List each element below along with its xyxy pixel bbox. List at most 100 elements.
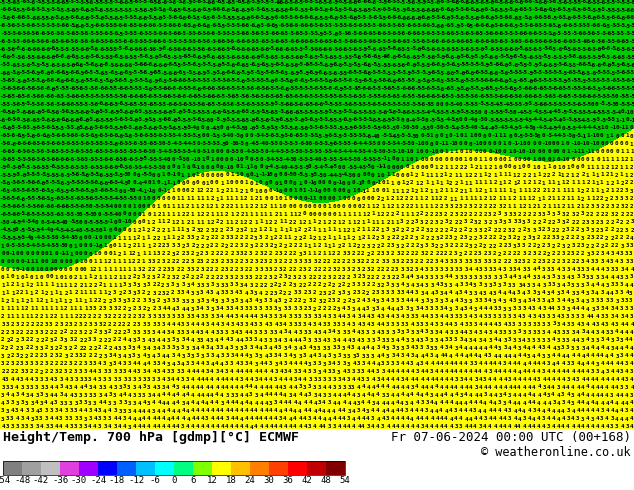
Text: 4: 4 xyxy=(450,369,453,374)
Text: -6: -6 xyxy=(195,54,202,60)
Text: -5: -5 xyxy=(355,47,362,51)
Text: -6: -6 xyxy=(252,94,259,98)
Text: -5: -5 xyxy=(184,78,191,83)
Text: -5: -5 xyxy=(140,0,147,4)
Text: -5: -5 xyxy=(540,118,547,122)
Text: 1: 1 xyxy=(543,165,546,170)
Text: 4: 4 xyxy=(269,346,272,351)
Text: 2: 2 xyxy=(508,251,512,256)
Text: 3: 3 xyxy=(226,393,229,398)
Text: 1: 1 xyxy=(21,298,24,303)
Text: 2: 2 xyxy=(84,338,87,343)
Text: -5: -5 xyxy=(340,62,347,67)
Text: -6: -6 xyxy=(58,157,65,162)
Text: -5: -5 xyxy=(442,125,449,130)
Text: 1: 1 xyxy=(523,196,526,201)
Text: -5: -5 xyxy=(67,125,74,130)
Text: 2: 2 xyxy=(244,235,248,240)
Text: 3: 3 xyxy=(274,353,277,358)
Text: 1: 1 xyxy=(181,173,184,178)
Text: -5: -5 xyxy=(424,63,430,68)
Text: -5: -5 xyxy=(413,117,420,122)
Text: 3: 3 xyxy=(39,416,42,421)
Text: 2: 2 xyxy=(405,259,409,264)
Text: 3: 3 xyxy=(434,267,437,272)
Text: 1: 1 xyxy=(518,188,522,193)
Text: -4: -4 xyxy=(326,173,333,178)
Text: 3: 3 xyxy=(625,424,629,429)
Text: -6: -6 xyxy=(125,63,132,68)
Text: 3: 3 xyxy=(224,283,228,288)
Text: 4: 4 xyxy=(425,416,429,421)
Text: -5: -5 xyxy=(228,110,235,115)
Text: -5: -5 xyxy=(10,86,16,91)
Text: 3: 3 xyxy=(590,369,594,374)
Text: 2: 2 xyxy=(250,259,254,264)
Text: -4: -4 xyxy=(531,109,538,114)
Text: 4: 4 xyxy=(147,416,150,421)
Text: -5: -5 xyxy=(316,173,323,178)
Text: -4: -4 xyxy=(507,125,514,130)
Text: -6: -6 xyxy=(14,31,21,36)
Text: 1: 1 xyxy=(279,204,282,209)
Text: -6: -6 xyxy=(585,15,592,20)
Text: 4: 4 xyxy=(585,377,589,382)
Text: 1: 1 xyxy=(59,283,63,288)
Text: 4: 4 xyxy=(138,385,141,390)
Text: 1: 1 xyxy=(507,157,511,162)
Text: -6: -6 xyxy=(29,118,36,122)
Text: 2: 2 xyxy=(108,345,112,350)
Text: 3: 3 xyxy=(483,298,487,303)
Text: 2: 2 xyxy=(536,188,540,194)
Text: 4: 4 xyxy=(240,416,243,421)
Text: 4: 4 xyxy=(323,338,326,343)
Text: -5: -5 xyxy=(253,7,260,12)
Text: -6: -6 xyxy=(292,31,299,36)
Text: 4: 4 xyxy=(610,400,614,405)
Text: -6: -6 xyxy=(126,39,133,44)
Text: 2: 2 xyxy=(245,244,249,248)
Text: -5: -5 xyxy=(233,78,240,83)
Text: 3: 3 xyxy=(186,267,190,272)
Text: 3: 3 xyxy=(249,298,252,303)
Text: 2: 2 xyxy=(552,188,555,194)
Text: 4: 4 xyxy=(322,330,326,335)
Text: -6: -6 xyxy=(68,165,75,170)
Text: 2: 2 xyxy=(440,251,443,256)
Text: 2: 2 xyxy=(79,283,83,288)
Text: -5: -5 xyxy=(213,141,220,146)
Text: 4: 4 xyxy=(157,409,160,414)
Text: 4: 4 xyxy=(260,385,263,390)
Text: -1: -1 xyxy=(403,148,410,154)
Text: 3: 3 xyxy=(513,298,517,303)
Text: 2: 2 xyxy=(172,259,175,264)
Text: -6: -6 xyxy=(179,0,186,4)
Text: 0: 0 xyxy=(6,243,9,248)
Text: -1: -1 xyxy=(233,157,240,162)
Text: 2: 2 xyxy=(484,251,487,256)
Text: -6: -6 xyxy=(140,62,147,67)
Text: 1: 1 xyxy=(357,212,361,217)
Text: 0: 0 xyxy=(469,142,472,147)
Text: 4: 4 xyxy=(343,338,346,343)
Text: 3: 3 xyxy=(547,322,550,327)
Text: 4: 4 xyxy=(625,353,628,358)
Text: -6: -6 xyxy=(253,24,260,28)
Text: -6: -6 xyxy=(190,62,197,68)
Text: -5: -5 xyxy=(92,0,99,5)
Text: -6: -6 xyxy=(0,149,6,154)
Text: 4: 4 xyxy=(161,416,165,421)
Text: -5: -5 xyxy=(301,173,308,178)
Text: 2: 2 xyxy=(36,338,39,343)
Text: 0: 0 xyxy=(123,227,126,232)
Text: -5: -5 xyxy=(145,117,152,122)
Text: -5: -5 xyxy=(219,15,226,20)
Text: 2: 2 xyxy=(474,212,477,217)
Text: 4: 4 xyxy=(371,346,375,351)
Text: 4: 4 xyxy=(103,393,107,398)
Text: 4: 4 xyxy=(469,369,473,374)
Text: 2: 2 xyxy=(342,259,346,264)
Text: 4: 4 xyxy=(367,322,370,327)
Text: -5: -5 xyxy=(521,71,527,75)
Text: -5: -5 xyxy=(39,172,46,177)
